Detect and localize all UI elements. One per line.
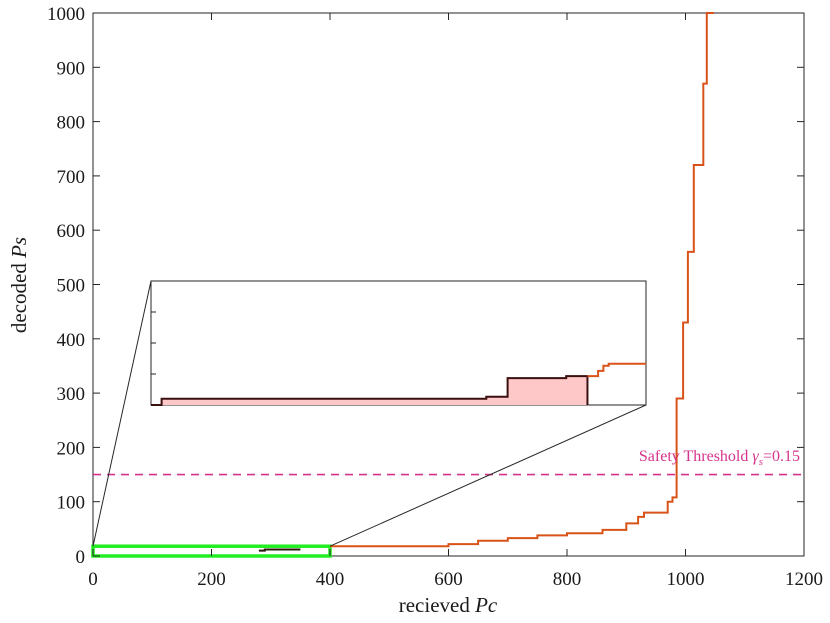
inset-step-line bbox=[151, 375, 588, 406]
y-tick-label: 900 bbox=[57, 58, 86, 79]
y-tick-label: 400 bbox=[57, 330, 86, 351]
y-tick-label: 500 bbox=[57, 276, 86, 297]
y-tick-label: 300 bbox=[57, 384, 86, 405]
y-tick-label: 800 bbox=[57, 113, 86, 134]
y-tick-label: 700 bbox=[57, 167, 86, 188]
y-tick-label: 100 bbox=[57, 493, 86, 514]
x-tick-label: 1000 bbox=[667, 569, 705, 590]
y-tick-label: 1000 bbox=[47, 4, 85, 25]
x-tick-label: 0 bbox=[88, 569, 98, 590]
y-tick-label: 200 bbox=[57, 438, 86, 459]
marks-layer bbox=[93, 12, 804, 548]
y-ticks: 0 100 200 300 400 500 600 700 800 900 1000 bbox=[47, 4, 804, 568]
x-tick-label: 1200 bbox=[785, 569, 823, 590]
zoom-connector-left bbox=[92, 280, 152, 547]
zoom-step-line bbox=[258, 548, 301, 552]
x-tick-label: 600 bbox=[434, 569, 463, 590]
x-tick-label: 200 bbox=[197, 569, 226, 590]
x-ticks: 0 200 400 600 800 1000 1200 bbox=[88, 13, 823, 590]
y-tick-label: 600 bbox=[57, 221, 86, 242]
series-line bbox=[330, 12, 714, 548]
zoom-connector-right bbox=[329, 404, 647, 547]
inset-tail-line bbox=[587, 362, 646, 378]
x-tick-label: 800 bbox=[553, 569, 582, 590]
y-tick-label: 0 bbox=[76, 547, 86, 568]
x-axis-label: recieved Pc bbox=[399, 593, 498, 617]
threshold-label: Safety Threshold γs=0.15 bbox=[639, 448, 800, 468]
inset-zoom bbox=[92, 280, 647, 547]
y-axis-label: decoded Ps bbox=[7, 237, 31, 333]
x-tick-label: 400 bbox=[316, 569, 345, 590]
